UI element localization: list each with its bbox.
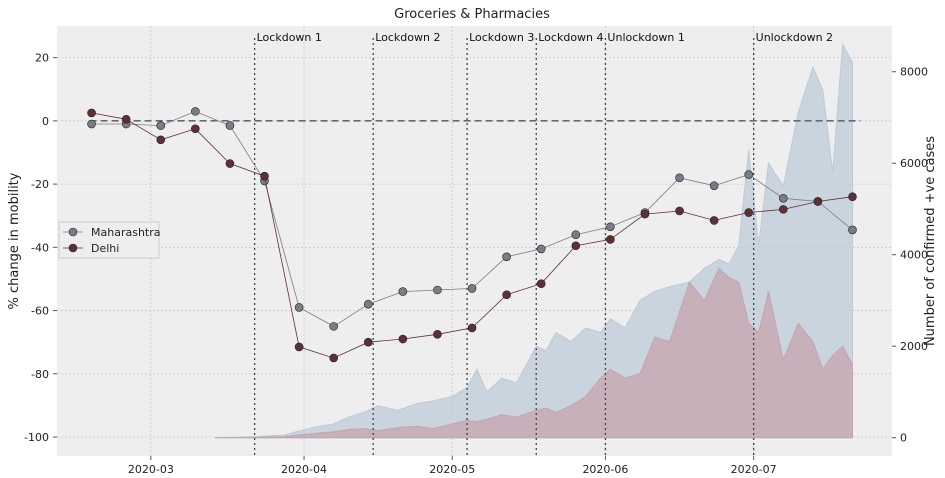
series-point-0: [467, 284, 477, 293]
series-point-1: [813, 197, 823, 206]
series-point-0: [709, 181, 719, 190]
series-point-1: [398, 334, 408, 344]
series-point-0: [848, 225, 857, 235]
mobility-lines: [87, 107, 857, 363]
series-point-0: [744, 170, 754, 179]
event-markers: Lockdown 1 Lockdown 2 Lockdown 3 Lockdown 4…: [253, 31, 833, 456]
legend: Maharashtra Delhi: [58, 221, 161, 259]
series-point-0: [675, 173, 684, 183]
case-areas: [215, 42, 853, 439]
series-point-0: [294, 303, 304, 312]
case-area-1: [215, 267, 853, 439]
series-point-1: [156, 135, 166, 145]
series-point-1: [571, 241, 581, 251]
series-point-1: [191, 124, 200, 134]
legend-label: Delhi: [91, 242, 119, 255]
series-point-1: [502, 290, 511, 300]
x-tick-label: 2020-06: [582, 463, 628, 476]
y2-tick-label: 2000: [900, 340, 928, 353]
series-point-0: [398, 287, 408, 296]
series-point-0: [329, 322, 338, 331]
legend-box: [58, 221, 160, 259]
y2-tick-label: 4000: [900, 249, 928, 262]
y2-axis-label: Number of confirmed +ve cases: [923, 136, 938, 346]
y-axis-label: % change in mobility: [7, 172, 22, 309]
series-point-1: [433, 329, 442, 339]
y2-tick-label: 6000: [900, 157, 928, 170]
event-label: Lockdown 4: [538, 31, 603, 44]
y-tick-label: -40: [31, 241, 49, 254]
series-point-1: [779, 205, 788, 214]
series-point-1: [225, 159, 235, 168]
series-point-0: [363, 299, 373, 309]
event-label: Lockdown 3: [469, 31, 534, 44]
series-point-0: [191, 107, 200, 116]
series-point-1: [848, 192, 857, 202]
x-tick-label: 2020-07: [731, 463, 777, 476]
series-point-0: [536, 244, 546, 254]
series-point-1: [744, 208, 754, 217]
event-label: Lockdown 2: [375, 31, 440, 44]
y-tick-label: 20: [35, 52, 49, 65]
series-point-1: [260, 171, 269, 181]
y-tick-label: -100: [24, 431, 49, 444]
y-tick-label: -20: [31, 178, 49, 191]
legend-label: Maharashtra: [91, 226, 161, 239]
series-point-1: [363, 337, 373, 347]
series-point-1: [467, 323, 477, 333]
x-tick-label: 2020-04: [281, 463, 327, 476]
legend-marker: [68, 227, 78, 237]
series-point-1: [121, 114, 131, 124]
event-label: Lockdown 1: [257, 31, 322, 44]
series-point-1: [536, 279, 546, 288]
x-tick-label: 2020-03: [128, 463, 174, 476]
series-point-1: [675, 206, 684, 216]
axis-ticks: 2020-03 2020-04 2020-05 2020-06 2020-07 20 0 -2…: [24, 52, 928, 476]
y2-tick-label: 0: [900, 432, 907, 445]
event-label: Unlockdown 2: [756, 31, 833, 44]
y2-tick-label: 8000: [900, 66, 928, 79]
series-point-1: [606, 235, 615, 244]
series-point-0: [571, 230, 581, 239]
series-point-0: [225, 121, 235, 130]
x-tick-label: 2020-05: [429, 463, 475, 476]
series-point-1: [294, 342, 304, 352]
series-point-0: [156, 121, 166, 130]
series-point-0: [433, 285, 442, 295]
series-point-1: [87, 108, 96, 118]
legend-marker: [68, 243, 78, 253]
series-point-0: [502, 252, 511, 262]
series-point-0: [779, 194, 788, 203]
series-point-1: [329, 353, 338, 363]
chart-title: Groceries & Pharmacies: [394, 7, 550, 22]
series-point-0: [87, 119, 96, 129]
y-tick-label: -60: [31, 305, 49, 318]
y-tick-label: -80: [31, 368, 49, 381]
series-point-1: [640, 209, 650, 219]
series-point-0: [606, 222, 615, 232]
y-tick-label: 0: [42, 115, 49, 128]
event-label: Unlockdown 1: [607, 31, 684, 44]
series-point-1: [709, 216, 719, 225]
